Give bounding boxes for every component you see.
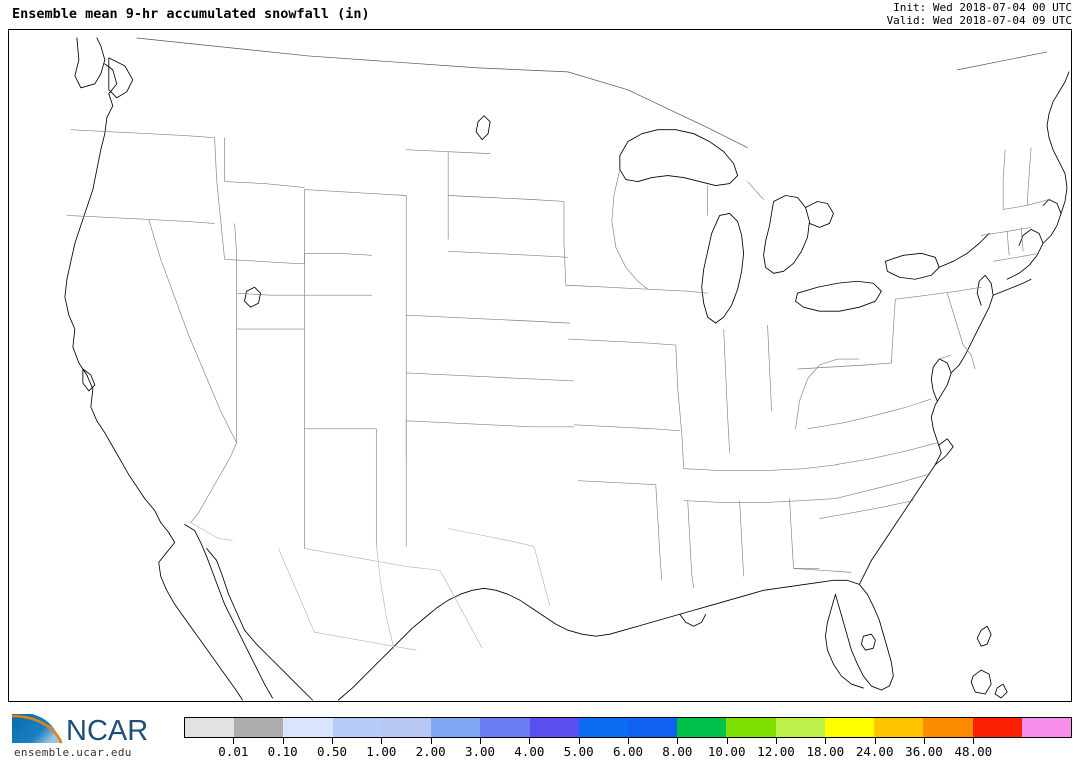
state-borders [66,129,1050,589]
colorbar-segment-12 [775,718,825,737]
colorbar-tick-9 [677,738,679,744]
ncar-mark-blue [12,714,60,743]
colorbar-tick-label-14: 36.00 [905,744,943,759]
colorbar-tick-label-10: 10.00 [707,744,746,759]
colorbar-tick-label-8: 6.00 [612,744,644,759]
colorbar-tick-13 [874,738,876,744]
colorbar-tick-8 [628,738,629,744]
colorbar-tick-3 [381,738,383,744]
ncar-logo-svg: NCAR [11,714,148,747]
colorbar-segment-3 [332,718,382,737]
colorbar-segment-5 [431,718,481,737]
conus-map [9,30,1071,701]
colorbar-segment-8 [578,718,628,737]
init-time-label: Init: Wed 2018-07-04 00 UTC [893,1,1072,14]
colorbar-tick-0 [233,738,235,744]
map-background [9,30,1071,701]
colorbar-segment-14 [874,718,924,737]
colorbar-segment-9 [627,718,678,737]
colorbar-tick-label-2: 0.50 [316,744,348,759]
colorbar-tick-1 [282,738,284,744]
colorbar-segment-15 [923,718,973,737]
colorbar-tick-2 [332,738,333,744]
colorbar-segment-17 [1021,718,1071,737]
colorbar-segment-7 [529,718,579,737]
colorbar-tick-10 [726,738,728,744]
ncar-logo: NCAR [8,709,173,761]
colorbar[interactable] [184,717,1072,738]
colorbar-tick-14 [924,738,925,744]
colorbar-tick-label-0: 0.01 [218,744,249,759]
page-title: Ensemble mean 9-hr accumulated snowfall … [12,6,370,22]
ncar-mark-arc [11,714,63,744]
colorbar-segment-11 [726,718,776,737]
map-panel[interactable] [8,29,1072,702]
valid-time-label: Valid: Wed 2018-07-04 09 UTC [886,13,1072,27]
colorbar-tick-5 [480,738,481,744]
colorbar-segment-0 [185,718,235,737]
colorbar-segment-6 [480,718,530,737]
international-borders [136,37,1048,148]
coastlines [64,37,1070,701]
footer: NCAR ensemble.ucar.edu 0.01 0.10 0.50 1.00 2… [0,706,1080,766]
colorbar-ticks [184,738,1072,746]
colorbar-tick-12 [825,738,827,744]
colorbar-segment-16 [972,718,1022,737]
colorbar-tick-label-4: 2.00 [415,744,446,759]
colorbar-tick-label-1: 0.10 [267,744,298,759]
colorbar-tick-label-9: 8.00 [662,744,693,759]
colorbar-tick-label-12: 18.00 [806,744,845,759]
colorbar-tick-7 [578,738,580,744]
colorbar-tick-label-15: 48.00 [954,744,993,759]
colorbar-labels: 0.01 0.10 0.50 1.00 2.00 3.00 4.00 5.00 6.00 8.00… [0,744,1080,762]
ncar-wordmark: NCAR [66,715,148,747]
colorbar-segment-10 [677,718,727,737]
forecast-timestamps: Init: Wed 2018-07-04 00 UTC Valid: Wed 2… [886,1,1072,27]
colorbar-tick-11 [776,738,777,744]
colorbar-tick-label-3: 1.00 [366,744,397,759]
colorbar-tick-4 [430,738,432,744]
ncar-url: ensemble.ucar.edu [14,746,132,759]
colorbar-tick-15 [973,738,975,744]
colorbar-segment-13 [824,718,875,737]
colorbar-tick-label-13: 24.00 [855,744,894,759]
colorbar-tick-label-5: 3.00 [464,744,496,759]
colorbar-tick-label-6: 4.00 [514,744,545,759]
colorbar-segment-4 [381,718,432,737]
colorbar-segment-1 [234,718,284,737]
colorbar-tick-label-7: 5.00 [563,744,594,759]
colorbar-tick-label-11: 12.00 [757,744,795,759]
colorbar-segment-2 [283,718,333,737]
mexico-state-borders [190,522,551,651]
colorbar-tick-6 [529,738,531,744]
